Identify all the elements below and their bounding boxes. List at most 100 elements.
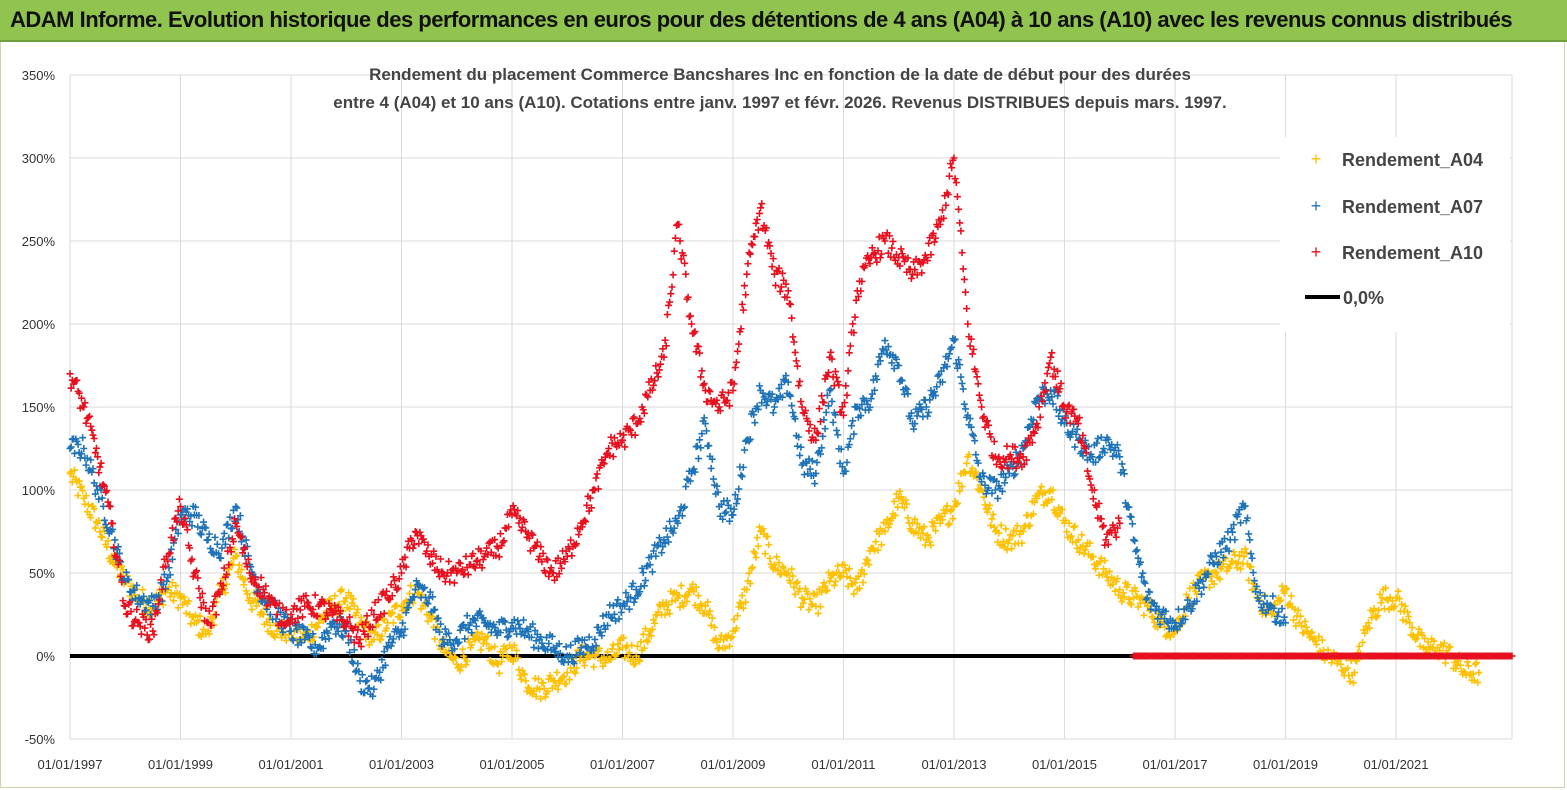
data-point: [624, 652, 632, 660]
data-point: [153, 609, 161, 617]
data-point: [636, 588, 644, 596]
data-point: [602, 611, 610, 619]
data-point: [897, 245, 905, 253]
data-point: [1036, 413, 1044, 421]
data-point: [1237, 565, 1245, 573]
data-point: [479, 556, 487, 564]
data-point: [1066, 433, 1074, 441]
data-point: [1261, 592, 1269, 600]
data-point: [1098, 571, 1106, 579]
data-point: [888, 244, 896, 252]
data-point: [1117, 594, 1125, 602]
data-point: [1029, 416, 1037, 424]
data-point: [650, 616, 658, 624]
data-point: [623, 598, 631, 606]
data-point: [1412, 636, 1420, 644]
data-point: [117, 572, 125, 580]
data-point: [514, 507, 522, 515]
data-point: [1211, 568, 1219, 576]
data-point: [889, 237, 897, 245]
data-point: [473, 556, 481, 564]
data-point: [434, 614, 442, 622]
data-point: [766, 242, 774, 250]
data-point: [930, 388, 938, 396]
data-point: [932, 392, 940, 400]
data-point: [600, 460, 608, 468]
data-point: [843, 458, 851, 466]
data-point: [477, 547, 485, 555]
data-point: [571, 669, 579, 677]
data-point: [980, 413, 988, 421]
data-point: [1346, 677, 1354, 685]
data-point: [727, 634, 735, 642]
data-point: [630, 661, 638, 669]
data-point: [1134, 554, 1142, 562]
data-point: [1087, 450, 1095, 458]
data-point: [601, 659, 609, 667]
data-point: [424, 600, 432, 608]
data-point: [658, 549, 666, 557]
data-point: [836, 574, 844, 582]
data-point: [1249, 569, 1257, 577]
data-point: [1273, 612, 1281, 620]
data-point: [696, 349, 704, 357]
data-point: [592, 651, 600, 659]
data-point: [299, 622, 307, 630]
data-point: [109, 520, 117, 528]
data-point: [206, 544, 214, 552]
data-point: [1124, 581, 1132, 589]
data-point: [968, 350, 976, 358]
data-point: [533, 684, 541, 692]
data-point: [120, 602, 128, 610]
chart-title-line1: Rendement du placement Commerce Bancshar…: [369, 65, 1191, 84]
data-point: [136, 622, 144, 630]
data-point: [421, 584, 429, 592]
data-point: [92, 444, 100, 452]
data-point: [637, 418, 645, 426]
data-point: [793, 362, 801, 370]
data-point: [965, 451, 973, 459]
data-point: [510, 616, 518, 624]
data-point: [270, 632, 278, 640]
y-tick-label: 200%: [22, 317, 56, 332]
data-point: [559, 657, 567, 665]
data-point: [714, 488, 722, 496]
data-point: [938, 206, 946, 214]
data-point: [191, 611, 199, 619]
data-point: [726, 402, 734, 410]
data-point: [753, 534, 761, 542]
data-point: [309, 630, 317, 638]
data-point: [155, 600, 163, 608]
data-point: [1220, 535, 1228, 543]
data-point: [692, 583, 700, 591]
data-point: [732, 624, 740, 632]
data-point: [505, 632, 513, 640]
data-point: [500, 537, 508, 545]
data-point: [442, 572, 450, 580]
data-point: [299, 613, 307, 621]
data-point: [834, 562, 842, 570]
data-point: [1012, 448, 1020, 456]
data-point: [84, 501, 92, 509]
data-point: [143, 631, 151, 639]
data-point: [202, 524, 210, 532]
data-point: [789, 333, 797, 341]
data-point: [723, 497, 731, 505]
data-point: [762, 224, 770, 232]
data-point: [357, 614, 365, 622]
data-point: [293, 625, 301, 633]
data-point: [734, 347, 742, 355]
data-point: [900, 504, 908, 512]
data-point: [850, 590, 858, 598]
data-point: [387, 581, 395, 589]
data-point: [200, 625, 208, 633]
data-point: [471, 564, 479, 572]
data-point: [196, 594, 204, 602]
data-point: [796, 377, 804, 385]
series-a10: [66, 154, 1124, 651]
data-point: [74, 492, 82, 500]
data-point: [522, 677, 530, 685]
data-point: [970, 432, 978, 440]
data-point: [491, 643, 499, 651]
data-point: [288, 635, 296, 643]
